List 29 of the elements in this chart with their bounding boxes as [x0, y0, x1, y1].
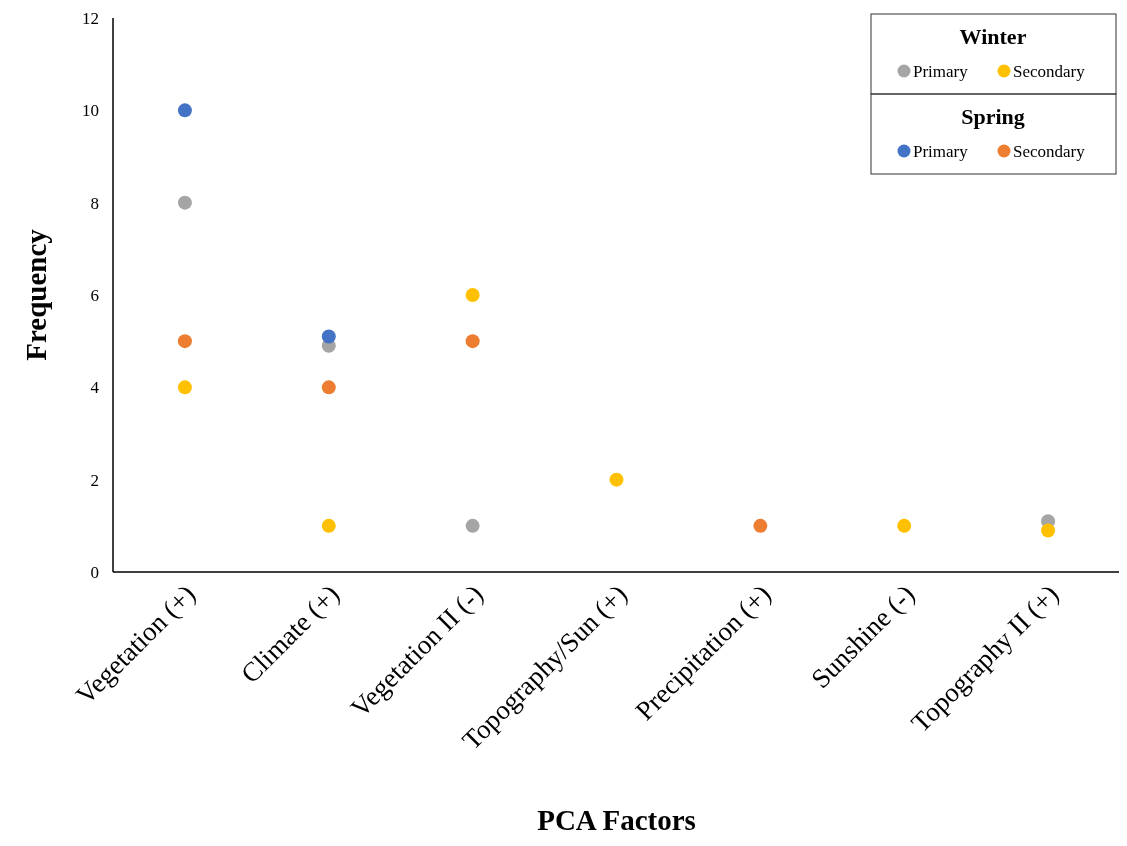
y-tick-label: 0 — [90, 562, 99, 582]
legend-label: Primary — [913, 142, 969, 161]
point — [753, 518, 768, 533]
point — [465, 518, 480, 533]
point — [177, 195, 192, 210]
point — [897, 518, 912, 533]
y-tick-label: 2 — [90, 470, 99, 490]
y-tick-label: 10 — [82, 101, 99, 121]
legend-label: Secondary — [1013, 62, 1086, 81]
x-axis-title: PCA Factors — [537, 804, 696, 836]
point — [177, 380, 192, 395]
y-tick-label: 4 — [90, 378, 100, 398]
point — [465, 288, 480, 302]
point — [177, 334, 192, 349]
point — [609, 472, 624, 487]
y-axis-title: Frequency — [20, 228, 52, 361]
y-tick-label: 12 — [82, 8, 99, 28]
point — [465, 334, 480, 349]
annotation: Spring — [961, 104, 1025, 129]
annotation: Winter — [959, 24, 1027, 49]
legend-label: Secondary — [1013, 142, 1086, 161]
point — [1041, 523, 1056, 538]
point — [321, 518, 336, 533]
point — [177, 103, 192, 118]
y-tick-label: 8 — [90, 193, 99, 213]
y-tick-label: 6 — [90, 285, 99, 305]
point — [321, 329, 336, 344]
point — [321, 380, 336, 395]
legend-label: Primary — [913, 62, 969, 81]
